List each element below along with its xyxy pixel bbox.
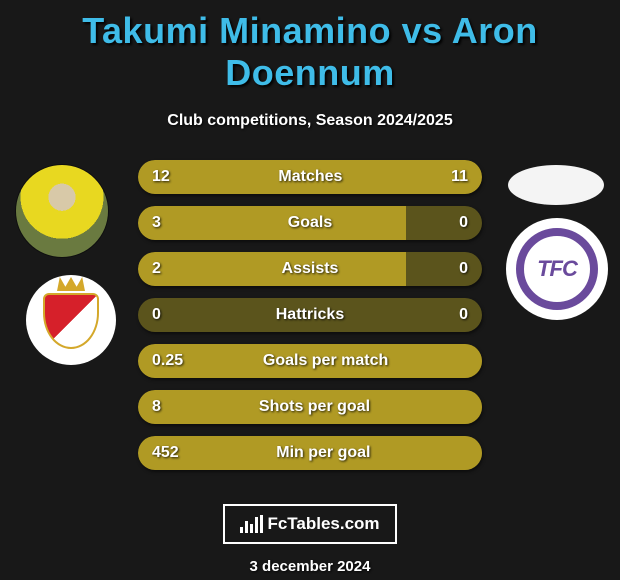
- chart-icon: [240, 515, 263, 533]
- stat-value-right: 0: [459, 306, 468, 324]
- stat-row: 12Matches11: [138, 160, 482, 194]
- stat-value-left: 0: [152, 306, 161, 324]
- player1-column: [0, 160, 135, 490]
- stat-row: 0Hattricks0: [138, 298, 482, 332]
- stat-label: Matches: [170, 168, 451, 186]
- stat-row: 0.25Goals per match: [138, 344, 482, 378]
- stat-value-left: 452: [152, 444, 179, 462]
- stat-value-right: 0: [459, 214, 468, 232]
- stat-value-left: 0.25: [152, 352, 183, 370]
- player2-club-badge: TFC: [506, 218, 608, 320]
- monaco-crest-icon: [43, 287, 99, 353]
- date-label: 3 december 2024: [0, 558, 620, 575]
- player1-club-badge: [26, 275, 116, 365]
- stat-label: Min per goal: [179, 444, 468, 462]
- player2-column: TFC: [490, 160, 620, 490]
- stat-value-left: 12: [152, 168, 170, 186]
- stat-label: Goals: [161, 214, 459, 232]
- stat-label: Goals per match: [183, 352, 468, 370]
- stat-label: Shots per goal: [161, 398, 468, 416]
- stat-value-left: 3: [152, 214, 161, 232]
- stat-label: Assists: [161, 260, 459, 278]
- stat-value-right: 11: [451, 168, 468, 186]
- stat-value-left: 2: [152, 260, 161, 278]
- stat-row: 8Shots per goal: [138, 390, 482, 424]
- stat-value-right: 0: [459, 260, 468, 278]
- stat-bars: 12Matches113Goals02Assists00Hattricks00.…: [138, 160, 482, 482]
- page-title: Takumi Minamino vs Aron Doennum: [0, 0, 620, 94]
- subtitle: Club competitions, Season 2024/2025: [0, 112, 620, 130]
- stat-row: 2Assists0: [138, 252, 482, 286]
- stat-value-left: 8: [152, 398, 161, 416]
- tfc-crest-icon: TFC: [516, 228, 598, 310]
- comparison-area: TFC 12Matches113Goals02Assists00Hattrick…: [0, 160, 620, 490]
- stat-label: Hattricks: [161, 306, 459, 324]
- stat-row: 3Goals0: [138, 206, 482, 240]
- stat-row: 452Min per goal: [138, 436, 482, 470]
- player1-avatar: [16, 165, 108, 257]
- player2-avatar: [508, 165, 604, 205]
- brand-name: FcTables.com: [267, 514, 379, 534]
- brand-logo[interactable]: FcTables.com: [223, 504, 397, 544]
